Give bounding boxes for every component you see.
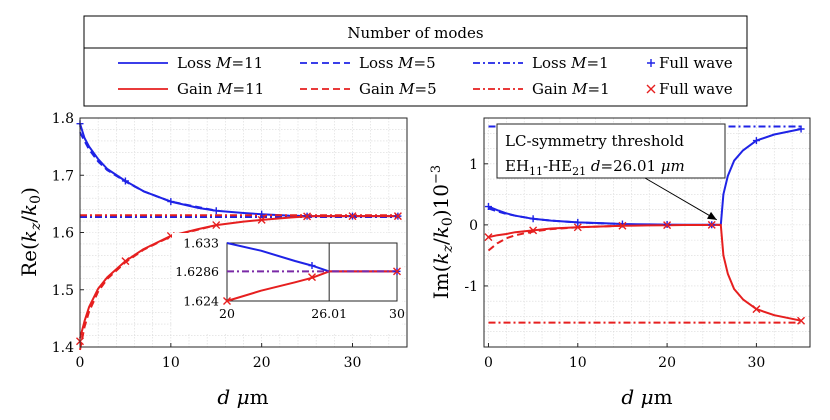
annotation-line1: LC-symmetry threshold (505, 132, 684, 150)
legend-entries: Loss M=11 Loss M=5 Loss M=1 Full wave Gain M… (118, 54, 733, 98)
marker-plus (529, 215, 537, 223)
legend-label: Gain M=1 (532, 80, 610, 98)
annotation-arrowhead (706, 211, 717, 220)
y-tick-label: 1.6 (52, 226, 74, 242)
series-line (226, 270, 397, 302)
left-series (76, 120, 402, 351)
series-line (79, 224, 217, 351)
y-tick-label: 1 (469, 157, 478, 173)
svg-text:Im(kz/k0)10−3: Im(kz/k0)10−3 (429, 165, 456, 299)
right-x-label: d μm (621, 385, 672, 409)
marker-cross (121, 257, 130, 266)
left-x-label: d μm (217, 385, 268, 409)
marker-plus (258, 210, 266, 218)
y-tick-label: 1.4 (52, 340, 74, 356)
marker-cross (529, 226, 538, 235)
right-y-label: Im(kz/k0)10−3 (429, 165, 456, 299)
marker-cross (484, 233, 493, 242)
legend-title: Number of modes (347, 24, 483, 42)
series-line (488, 207, 623, 225)
inset-y-tick-label: 1.633 (183, 236, 219, 251)
marker-cross (212, 221, 221, 230)
marker-plus (647, 59, 655, 67)
left-ticks: 0 10 20 30 1.4 1.5 1.6 1.7 1.8 (52, 111, 362, 371)
marker-cross (646, 84, 656, 94)
x-tick-label: 0 (76, 355, 85, 371)
svg-text:Re(kz/k0): Re(kz/k0) (17, 187, 44, 277)
legend-label: Gain M=5 (359, 80, 437, 98)
legend-title-box (83, 15, 748, 49)
marker-cross (752, 305, 761, 314)
marker-plus (484, 203, 492, 211)
annotation-line2: EH11-HE21 d=26.01 μm (505, 157, 685, 178)
legend-label: Loss M=1 (532, 54, 609, 72)
marker-cross (663, 221, 672, 230)
legend-entries-box (83, 47, 748, 107)
marker-cross (393, 267, 401, 276)
x-tick-label: 20 (253, 355, 271, 371)
left-y-label: Re(kz/k0) (17, 187, 44, 277)
marker-cross (618, 221, 627, 230)
marker-plus (797, 125, 805, 133)
legend: Number of modes Loss M=11 Loss M=5 Loss M=… (83, 15, 748, 107)
marker-cross (348, 212, 357, 221)
legend-label: Gain M=11 (177, 80, 264, 98)
threshold-annotation: LC-symmetry threshold EH11-HE21 d=26.01 μ… (496, 123, 726, 221)
marker-cross (257, 215, 266, 224)
marker-cross (707, 220, 716, 229)
x-tick-label: 10 (162, 355, 180, 371)
inset-x-tick-label: 30 (389, 306, 405, 321)
annotation-arrow (644, 177, 718, 221)
y-tick-label: 1.8 (52, 111, 74, 127)
marker-cross (573, 223, 582, 232)
marker-cross (303, 212, 312, 221)
inset-y-tick-label: 1.6286 (175, 264, 219, 279)
series-line (488, 223, 802, 322)
legend-label: Loss M=11 (177, 54, 263, 72)
marker-cross (308, 273, 316, 282)
marker-plus (752, 137, 760, 145)
legend-label: Full wave (659, 80, 733, 98)
marker-plus (167, 198, 175, 206)
x-tick-label: 30 (344, 355, 362, 371)
marker-plus (574, 218, 582, 226)
y-tick-label: 1.7 (52, 168, 74, 184)
inset-x-tick-label: 20 (219, 306, 235, 321)
marker-cross (393, 212, 402, 221)
left-axes: 0 10 20 30 1.4 1.5 1.6 1.7 1.8 20 26.01 30 1.624 1.6… (17, 111, 408, 409)
legend-label: Full wave (659, 54, 733, 72)
x-tick-label: 30 (747, 355, 765, 371)
y-tick-label: -1 (464, 279, 478, 295)
x-tick-label: 10 (569, 355, 587, 371)
inset-x-tick-label: 26.01 (311, 306, 347, 321)
series-line (79, 131, 217, 212)
right-axes-frame (483, 117, 811, 348)
y-tick-label: 0 (469, 218, 478, 234)
inset-y-tick-label: 1.624 (183, 294, 219, 309)
y-tick-label: 1.5 (52, 283, 74, 299)
left-inset: 20 26.01 30 1.624 1.6286 1.633 (172, 233, 405, 333)
marker-plus (121, 177, 129, 185)
x-tick-label: 0 (484, 355, 493, 371)
right-ticks: 0 10 20 30 -1 0 1 (464, 157, 765, 371)
x-tick-label: 20 (658, 355, 676, 371)
marker-plus (212, 207, 220, 215)
marker-plus (308, 262, 316, 270)
marker-cross (223, 297, 231, 305)
right-axes: 0 10 20 30 -1 0 1 LC-symmetry threshold EH11-HE… (429, 117, 811, 409)
series-line (487, 224, 623, 252)
marker-cross (797, 316, 806, 325)
annotation-box (496, 123, 726, 179)
legend-label: Loss M=5 (359, 54, 436, 72)
